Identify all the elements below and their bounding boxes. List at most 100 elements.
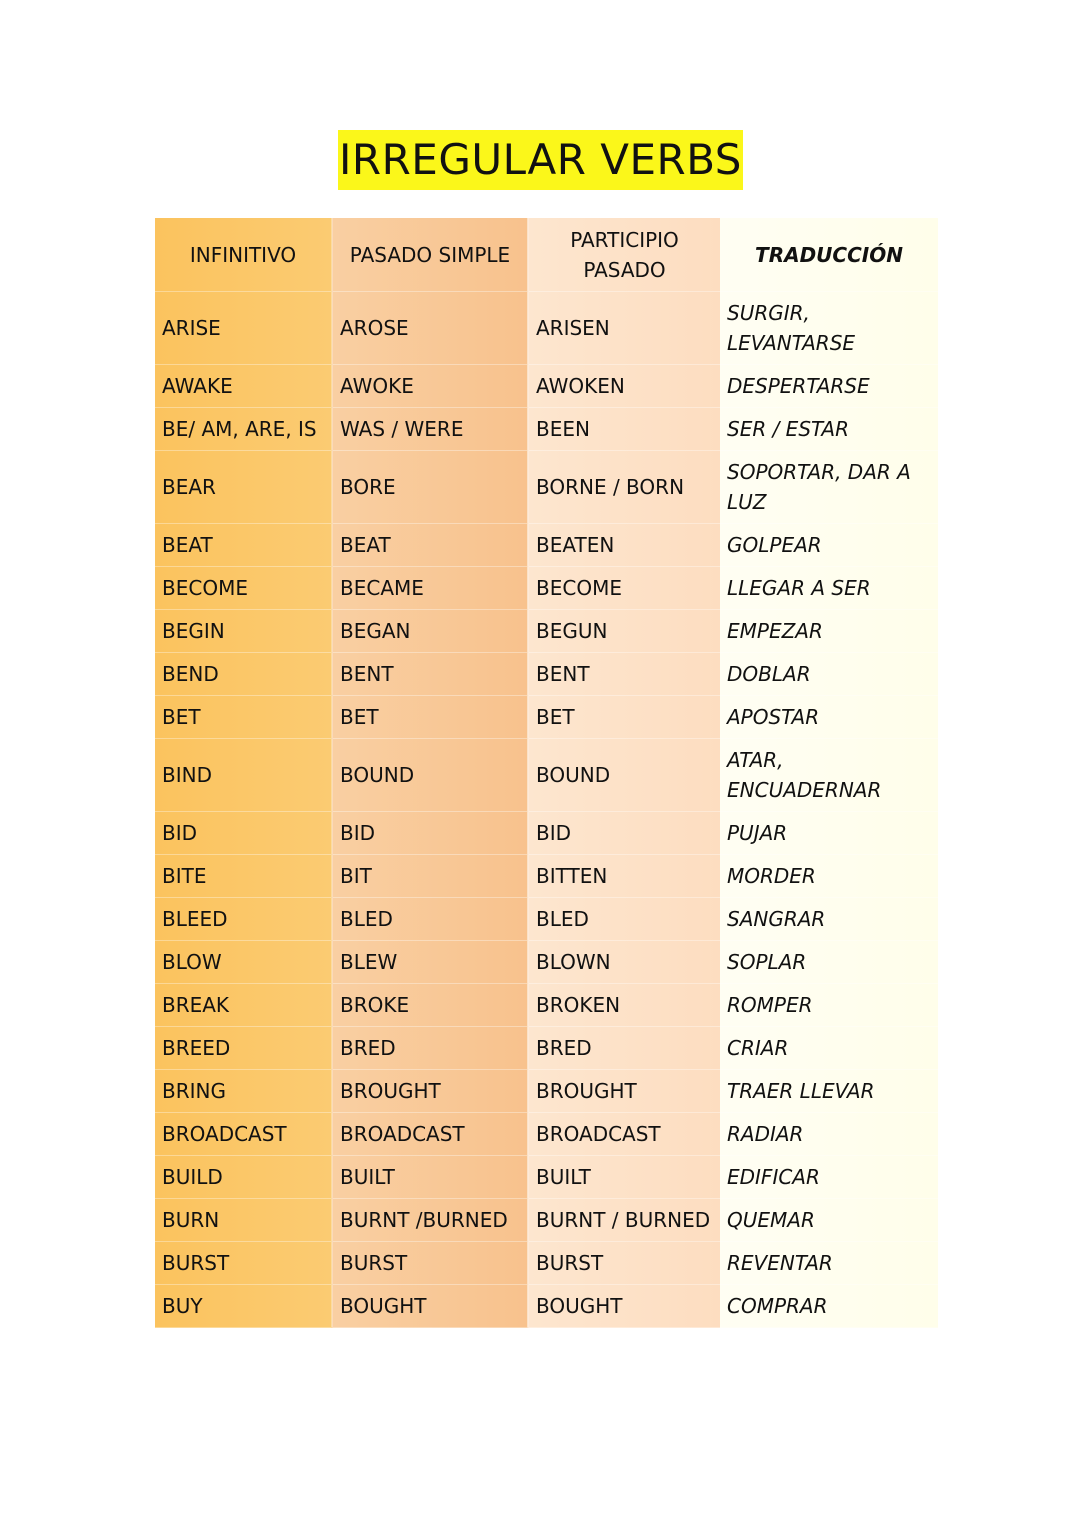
past-participle-cell: BOUGHT	[528, 1284, 720, 1328]
infinitive-cell: BEAR	[155, 450, 333, 524]
past-participle-cell: BROUGHT	[528, 1069, 720, 1113]
translation-cell: RADIAR	[720, 1112, 938, 1156]
past-participle-cell: BEATEN	[528, 523, 720, 567]
table-row: AWAKE AWOKE AWOKEN DESPERTARSE	[155, 364, 938, 408]
past-participle-cell: BECOME	[528, 566, 720, 610]
past-participle-cell: BURST	[528, 1241, 720, 1285]
translation-cell: ROMPER	[720, 983, 938, 1027]
table-row: BUY BOUGHT BOUGHT COMPRAR	[155, 1284, 938, 1328]
infinitive-cell: BE/ AM, ARE, IS	[155, 407, 333, 451]
infinitive-cell: BROADCAST	[155, 1112, 333, 1156]
past-simple-cell: BLED	[332, 897, 529, 941]
past-simple-cell: BROUGHT	[332, 1069, 529, 1113]
translation-cell: DOBLAR	[720, 652, 938, 696]
header-infinitivo: INFINITIVO	[155, 218, 333, 292]
table-row: BID BID BID PUJAR	[155, 811, 938, 855]
translation-cell: ATAR, ENCUADERNAR	[720, 738, 938, 812]
table-row: BURN BURNT /BURNED BURNT / BURNED QUEMAR	[155, 1198, 938, 1242]
past-simple-cell: BROADCAST	[332, 1112, 529, 1156]
past-simple-cell: BEGAN	[332, 609, 529, 653]
table-row: BEND BENT BENT DOBLAR	[155, 652, 938, 696]
translation-cell: SER / ESTAR	[720, 407, 938, 451]
translation-cell: SOPORTAR, DAR A LUZ	[720, 450, 938, 524]
translation-cell: CRIAR	[720, 1026, 938, 1070]
infinitive-cell: BURST	[155, 1241, 333, 1285]
past-participle-cell: BLOWN	[528, 940, 720, 984]
past-participle-cell: BROADCAST	[528, 1112, 720, 1156]
table-row: BLOW BLEW BLOWN SOPLAR	[155, 940, 938, 984]
table-row: BROADCAST BROADCAST BROADCAST RADIAR	[155, 1112, 938, 1156]
past-participle-cell: BORNE / BORN	[528, 450, 720, 524]
past-simple-cell: BUILT	[332, 1155, 529, 1199]
table-header-row: INFINITIVO PASADO SIMPLE PARTICIPIO PASA…	[155, 218, 938, 292]
infinitive-cell: BITE	[155, 854, 333, 898]
table-row: BURST BURST BURST REVENTAR	[155, 1241, 938, 1285]
header-participio-pasado: PARTICIPIO PASADO	[528, 218, 720, 292]
infinitive-cell: BREED	[155, 1026, 333, 1070]
past-participle-cell: BLED	[528, 897, 720, 941]
translation-cell: EMPEZAR	[720, 609, 938, 653]
table-row: BEAR BORE BORNE / BORN SOPORTAR, DAR A LUZ	[155, 450, 938, 524]
infinitive-cell: BIND	[155, 738, 333, 812]
past-simple-cell: AWOKE	[332, 364, 529, 408]
past-simple-cell: BECAME	[332, 566, 529, 610]
past-simple-cell: BOUGHT	[332, 1284, 529, 1328]
past-simple-cell: BOUND	[332, 738, 529, 812]
infinitive-cell: BEND	[155, 652, 333, 696]
past-simple-cell: BID	[332, 811, 529, 855]
translation-cell: DESPERTARSE	[720, 364, 938, 408]
past-simple-cell: BET	[332, 695, 529, 739]
infinitive-cell: BEGIN	[155, 609, 333, 653]
past-participle-cell: BURNT / BURNED	[528, 1198, 720, 1242]
infinitive-cell: BID	[155, 811, 333, 855]
translation-cell: MORDER	[720, 854, 938, 898]
infinitive-cell: BRING	[155, 1069, 333, 1113]
infinitive-cell: BUILD	[155, 1155, 333, 1199]
infinitive-cell: BET	[155, 695, 333, 739]
infinitive-cell: ARISE	[155, 291, 333, 365]
infinitive-cell: BUY	[155, 1284, 333, 1328]
table-row: BUILD BUILT BUILT EDIFICAR	[155, 1155, 938, 1199]
translation-cell: QUEMAR	[720, 1198, 938, 1242]
table-row: BITE BIT BITTEN MORDER	[155, 854, 938, 898]
table-row: BIND BOUND BOUND ATAR, ENCUADERNAR	[155, 738, 938, 812]
table-row: ARISE AROSE ARISEN SURGIR, LEVANTARSE	[155, 291, 938, 365]
past-simple-cell: BRED	[332, 1026, 529, 1070]
header-traduccion: TRADUCCIÓN	[720, 218, 938, 292]
past-simple-cell: BORE	[332, 450, 529, 524]
infinitive-cell: BLEED	[155, 897, 333, 941]
past-simple-cell: BENT	[332, 652, 529, 696]
past-participle-cell: BOUND	[528, 738, 720, 812]
translation-cell: REVENTAR	[720, 1241, 938, 1285]
past-participle-cell: BEEN	[528, 407, 720, 451]
past-participle-cell: BID	[528, 811, 720, 855]
infinitive-cell: BURN	[155, 1198, 333, 1242]
past-simple-cell: BIT	[332, 854, 529, 898]
infinitive-cell: BEAT	[155, 523, 333, 567]
past-simple-cell: BEAT	[332, 523, 529, 567]
translation-cell: SOPLAR	[720, 940, 938, 984]
past-participle-cell: BET	[528, 695, 720, 739]
page-title: IRREGULAR VERBS	[338, 130, 743, 190]
translation-cell: LLEGAR A SER	[720, 566, 938, 610]
table-row: BE/ AM, ARE, IS WAS / WERE BEEN SER / ESTAR	[155, 407, 938, 451]
past-participle-cell: BENT	[528, 652, 720, 696]
past-participle-cell: BEGUN	[528, 609, 720, 653]
past-participle-cell: ARISEN	[528, 291, 720, 365]
translation-cell: SANGRAR	[720, 897, 938, 941]
past-simple-cell: BROKE	[332, 983, 529, 1027]
past-participle-cell: AWOKEN	[528, 364, 720, 408]
table-row: BLEED BLED BLED SANGRAR	[155, 897, 938, 941]
translation-cell: GOLPEAR	[720, 523, 938, 567]
infinitive-cell: BECOME	[155, 566, 333, 610]
translation-cell: SURGIR, LEVANTARSE	[720, 291, 938, 365]
infinitive-cell: BLOW	[155, 940, 333, 984]
table-row: BRING BROUGHT BROUGHT TRAER LLEVAR	[155, 1069, 938, 1113]
past-simple-cell: AROSE	[332, 291, 529, 365]
table-row: BREAK BROKE BROKEN ROMPER	[155, 983, 938, 1027]
infinitive-cell: AWAKE	[155, 364, 333, 408]
irregular-verbs-table: INFINITIVO PASADO SIMPLE PARTICIPIO PASA…	[155, 218, 938, 1328]
header-pasado-simple: PASADO SIMPLE	[332, 218, 529, 292]
past-participle-cell: BROKEN	[528, 983, 720, 1027]
past-simple-cell: WAS / WERE	[332, 407, 529, 451]
